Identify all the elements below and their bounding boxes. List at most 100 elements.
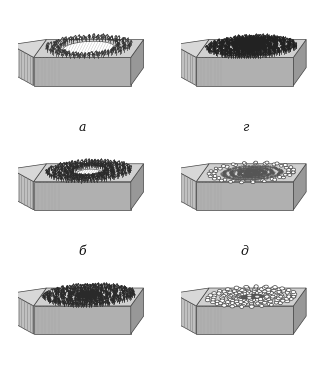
Ellipse shape	[242, 299, 247, 302]
Ellipse shape	[225, 165, 229, 168]
Ellipse shape	[244, 301, 248, 304]
Ellipse shape	[272, 163, 276, 166]
Polygon shape	[196, 182, 293, 210]
Ellipse shape	[234, 296, 239, 299]
Ellipse shape	[279, 295, 283, 298]
Ellipse shape	[242, 303, 247, 306]
Ellipse shape	[232, 290, 236, 293]
Ellipse shape	[258, 292, 263, 294]
Text: е: е	[241, 370, 249, 371]
Polygon shape	[196, 58, 293, 86]
Polygon shape	[293, 288, 306, 334]
Ellipse shape	[212, 292, 216, 295]
Ellipse shape	[213, 174, 217, 177]
Ellipse shape	[258, 300, 263, 303]
Ellipse shape	[253, 288, 257, 290]
Polygon shape	[196, 39, 306, 58]
Polygon shape	[196, 164, 306, 182]
Ellipse shape	[220, 296, 224, 299]
Polygon shape	[131, 164, 144, 210]
Ellipse shape	[217, 292, 221, 295]
Ellipse shape	[251, 291, 255, 294]
Ellipse shape	[245, 286, 250, 289]
Polygon shape	[10, 169, 34, 210]
Ellipse shape	[263, 180, 266, 183]
Ellipse shape	[223, 178, 227, 181]
Ellipse shape	[286, 171, 291, 174]
Ellipse shape	[226, 288, 230, 290]
Ellipse shape	[221, 294, 226, 297]
Text: а: а	[78, 121, 86, 134]
Ellipse shape	[242, 292, 247, 295]
Polygon shape	[293, 39, 306, 86]
Ellipse shape	[262, 293, 266, 296]
Ellipse shape	[285, 300, 290, 303]
Ellipse shape	[249, 305, 254, 308]
Ellipse shape	[246, 299, 250, 302]
Ellipse shape	[218, 168, 222, 170]
Ellipse shape	[237, 294, 241, 297]
Ellipse shape	[237, 298, 241, 301]
Ellipse shape	[272, 295, 277, 298]
Ellipse shape	[260, 305, 264, 308]
Ellipse shape	[212, 296, 216, 299]
Ellipse shape	[267, 290, 271, 293]
Ellipse shape	[283, 174, 287, 176]
Ellipse shape	[240, 180, 245, 183]
Ellipse shape	[283, 164, 287, 167]
Ellipse shape	[250, 180, 255, 183]
Ellipse shape	[268, 300, 273, 303]
Ellipse shape	[281, 289, 286, 292]
Ellipse shape	[273, 286, 277, 289]
Ellipse shape	[217, 177, 221, 180]
Polygon shape	[196, 288, 306, 306]
Ellipse shape	[245, 288, 250, 291]
Polygon shape	[63, 41, 114, 55]
Ellipse shape	[266, 298, 271, 301]
Ellipse shape	[287, 295, 291, 298]
Ellipse shape	[242, 290, 247, 293]
Ellipse shape	[265, 294, 269, 297]
Ellipse shape	[286, 171, 290, 174]
Text: в: в	[78, 370, 86, 371]
Ellipse shape	[236, 295, 240, 298]
Polygon shape	[173, 164, 209, 182]
Ellipse shape	[206, 296, 210, 299]
Ellipse shape	[243, 162, 247, 165]
Ellipse shape	[255, 300, 260, 303]
Ellipse shape	[222, 290, 226, 293]
Ellipse shape	[232, 304, 237, 307]
Ellipse shape	[274, 301, 278, 304]
Ellipse shape	[255, 298, 260, 301]
Ellipse shape	[212, 294, 217, 297]
Polygon shape	[173, 169, 196, 210]
Ellipse shape	[235, 297, 238, 301]
Ellipse shape	[259, 303, 263, 307]
Polygon shape	[173, 39, 209, 58]
Polygon shape	[10, 293, 34, 334]
Ellipse shape	[235, 302, 240, 305]
Ellipse shape	[218, 302, 222, 305]
Ellipse shape	[291, 171, 295, 174]
Ellipse shape	[292, 295, 296, 298]
Ellipse shape	[236, 287, 241, 290]
Ellipse shape	[262, 290, 267, 293]
Ellipse shape	[252, 289, 256, 292]
Ellipse shape	[253, 162, 257, 165]
Ellipse shape	[208, 294, 213, 297]
Ellipse shape	[253, 299, 257, 302]
Ellipse shape	[212, 177, 217, 180]
Ellipse shape	[263, 301, 267, 304]
Ellipse shape	[279, 293, 283, 296]
Ellipse shape	[263, 293, 267, 296]
Ellipse shape	[281, 299, 285, 302]
Ellipse shape	[240, 305, 244, 308]
Ellipse shape	[205, 298, 210, 302]
Ellipse shape	[273, 178, 277, 181]
Ellipse shape	[277, 297, 281, 300]
Ellipse shape	[228, 298, 233, 301]
Ellipse shape	[251, 181, 255, 184]
Ellipse shape	[275, 298, 280, 302]
Polygon shape	[10, 39, 46, 58]
Ellipse shape	[264, 285, 268, 288]
